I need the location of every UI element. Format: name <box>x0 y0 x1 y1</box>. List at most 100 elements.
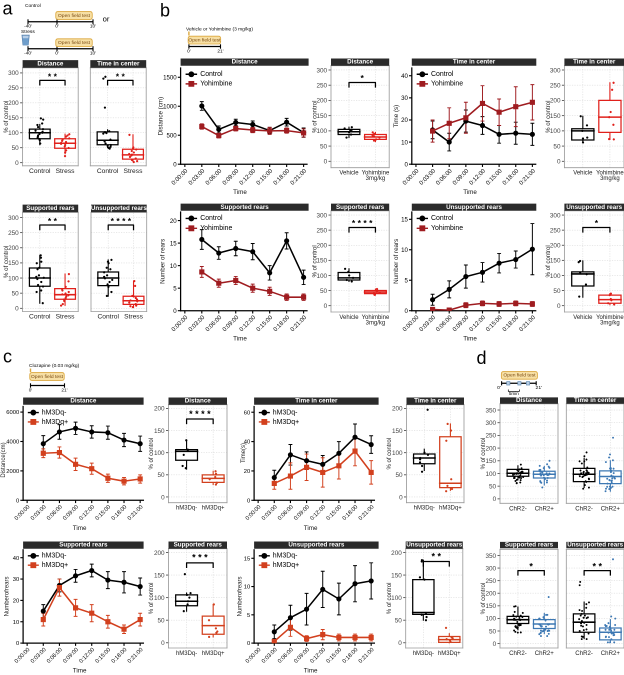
svg-text:100: 100 <box>8 275 19 282</box>
svg-text:* * * *: * * * * <box>111 216 132 226</box>
svg-text:*: * <box>361 73 365 83</box>
svg-text:Open field test: Open field test <box>58 13 91 19</box>
svg-text:2000: 2000 <box>6 469 20 475</box>
svg-text:0: 0 <box>247 641 251 647</box>
svg-text:Yohimbine: Yohimbine <box>200 81 232 88</box>
svg-text:250: 250 <box>316 83 327 90</box>
svg-text:Open field test: Open field test <box>58 40 91 46</box>
svg-text:Time(s): Time(s) <box>241 443 247 463</box>
svg-text:350: 350 <box>485 553 496 560</box>
svg-text:150: 150 <box>8 260 19 267</box>
svg-text:% of control: % of control <box>387 438 393 470</box>
svg-text:300: 300 <box>485 420 496 427</box>
svg-text:Stress: Stress <box>56 168 76 175</box>
svg-text:150: 150 <box>316 113 327 120</box>
svg-text:300: 300 <box>316 212 327 219</box>
svg-text:Time: Time <box>304 668 318 675</box>
svg-text:50: 50 <box>12 145 20 152</box>
svg-text:250: 250 <box>8 85 19 92</box>
svg-text:50: 50 <box>489 483 497 490</box>
svg-text:250: 250 <box>485 433 496 440</box>
svg-text:0: 0 <box>493 641 497 648</box>
svg-text:hM3Dq-: hM3Dq- <box>42 553 67 560</box>
svg-text:* * * *: * * * * <box>352 218 373 228</box>
svg-text:300: 300 <box>8 215 19 222</box>
svg-text:hM3Dq-: hM3Dq- <box>414 506 435 512</box>
svg-text:15: 15 <box>244 556 250 562</box>
svg-text:b: b <box>160 1 170 21</box>
svg-text:% of control: % of control <box>545 101 552 133</box>
svg-text:250: 250 <box>550 227 561 234</box>
svg-text:0: 0 <box>15 160 19 167</box>
svg-text:3mg/kg: 3mg/kg <box>366 176 386 182</box>
svg-text:20: 20 <box>401 117 408 124</box>
svg-text:Supported rears: Supported rears <box>336 204 385 211</box>
svg-text:Time: Time <box>233 189 247 196</box>
svg-text:Yohimbine: Yohimbine <box>362 315 390 321</box>
svg-text:or: or <box>103 14 110 23</box>
svg-text:Unsupported rears: Unsupported rears <box>91 205 147 212</box>
svg-text:3mg/kg: 3mg/kg <box>366 320 386 326</box>
svg-text:d: d <box>476 348 486 368</box>
svg-text:Distance (cm): Distance (cm) <box>158 97 165 136</box>
svg-text:300: 300 <box>550 67 561 74</box>
svg-text:Unsupported rears: Unsupported rears <box>446 204 502 211</box>
svg-text:150: 150 <box>154 572 165 579</box>
svg-text:0: 0 <box>15 306 19 313</box>
svg-text:Stress: Stress <box>124 168 144 175</box>
svg-text:21': 21' <box>217 49 223 55</box>
svg-text:% of control: % of control <box>387 583 393 615</box>
svg-text:Time: Time <box>73 668 87 675</box>
svg-text:c: c <box>3 347 12 367</box>
svg-text:10: 10 <box>13 620 20 626</box>
svg-text:Distance: Distance <box>37 61 64 68</box>
svg-text:150: 150 <box>550 258 561 265</box>
svg-text:Numberofrears: Numberofrears <box>5 577 11 617</box>
svg-text:300: 300 <box>485 565 496 572</box>
svg-text:100: 100 <box>316 128 327 135</box>
svg-text:100: 100 <box>392 450 403 457</box>
svg-text:30: 30 <box>13 577 20 583</box>
svg-text:Time in center: Time in center <box>574 397 617 404</box>
svg-text:3mg/kg: 3mg/kg <box>600 320 620 326</box>
svg-text:200: 200 <box>316 243 327 250</box>
svg-text:0: 0 <box>557 303 561 310</box>
svg-text:0: 0 <box>405 161 409 168</box>
svg-text:300: 300 <box>316 67 327 74</box>
svg-text:Distance(cm): Distance(cm) <box>1 442 7 477</box>
svg-text:Time in center: Time in center <box>453 59 496 66</box>
svg-text:% of control: % of control <box>149 583 155 615</box>
svg-text:hM3Dq+: hM3Dq+ <box>42 562 68 569</box>
svg-text:Yohimbine: Yohimbine <box>431 81 463 88</box>
svg-text:Time: Time <box>304 525 318 532</box>
svg-text:* * * *: * * * * <box>189 409 211 419</box>
svg-text:Vehicle: Vehicle <box>339 171 359 177</box>
svg-text:0: 0 <box>173 308 177 315</box>
svg-text:-40': -40' <box>24 24 32 30</box>
svg-text:Supported rears: Supported rears <box>59 542 108 549</box>
svg-text:Distance: Distance <box>347 59 374 66</box>
svg-text:hM3Dq-: hM3Dq- <box>176 506 197 512</box>
svg-text:250: 250 <box>316 227 327 234</box>
svg-text:Unsupported rears: Unsupported rears <box>288 542 344 549</box>
svg-text:3mg/kg: 3mg/kg <box>600 176 620 182</box>
svg-text:20: 20 <box>13 599 20 605</box>
svg-text:100: 100 <box>316 273 327 280</box>
svg-text:200: 200 <box>550 243 561 250</box>
svg-text:hM3Dq-: hM3Dq- <box>413 651 434 657</box>
svg-text:Control: Control <box>431 215 454 222</box>
svg-text:hM3Dq+: hM3Dq+ <box>439 506 462 512</box>
svg-text:Supported rears: Supported rears <box>26 205 75 212</box>
svg-text:Time: Time <box>463 335 477 342</box>
svg-text:500: 500 <box>167 132 178 139</box>
svg-text:Open field test: Open field test <box>503 373 536 379</box>
svg-text:ChR2+: ChR2+ <box>535 650 555 657</box>
svg-text:Vehicle: Vehicle <box>573 171 593 177</box>
svg-text:200: 200 <box>392 406 403 413</box>
svg-text:hM3Dq-: hM3Dq- <box>273 409 298 416</box>
svg-text:ChR2-: ChR2- <box>509 505 527 512</box>
svg-text:150: 150 <box>154 428 165 435</box>
svg-text:hM3Dq-: hM3Dq- <box>42 409 67 416</box>
svg-text:Clozapine (0.03 mg/kg): Clozapine (0.03 mg/kg) <box>29 363 80 369</box>
svg-text:ChR2-: ChR2- <box>575 505 593 512</box>
